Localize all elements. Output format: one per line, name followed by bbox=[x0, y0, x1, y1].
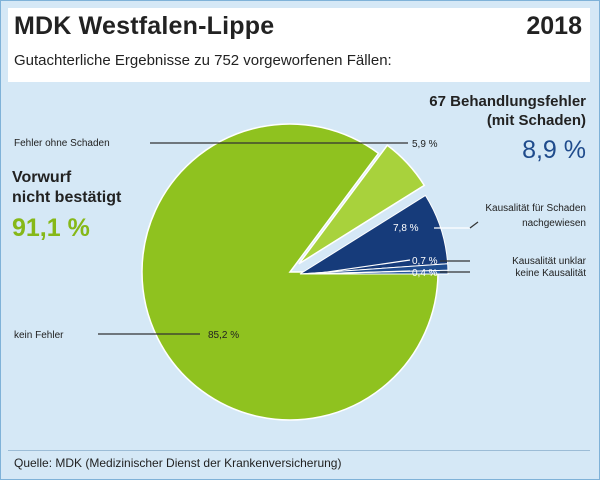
header-panel bbox=[8, 8, 590, 82]
slice-kein-fehler bbox=[141, 123, 439, 421]
group-label-mit-schaden: (mit Schaden) bbox=[487, 112, 586, 129]
value-fehler-ohne-schaden: 5,9 % bbox=[412, 139, 438, 150]
group-label-vorwurf: Vorwurf bbox=[12, 169, 72, 186]
leader-kausalitaet-unklar bbox=[319, 259, 411, 274]
value-keine-kausalitaet: 0,4 % bbox=[412, 268, 438, 279]
chart-subtitle: Gutachterliche Ergebnisse zu 752 vorgewo… bbox=[14, 52, 392, 69]
chart-title: MDK Westfalen-Lippe bbox=[14, 12, 275, 40]
label-keine-kausalitaet: keine Kausalität bbox=[515, 268, 586, 279]
value-kausalitaet-nachgewiesen: 7,8 % bbox=[393, 223, 419, 234]
chart-year: 2018 bbox=[526, 12, 582, 40]
leader-kausalitaet-nachgewiesen-2 bbox=[469, 221, 479, 229]
label-kausalitaet-unklar: Kausalität unklar bbox=[512, 256, 587, 267]
label-fehler-ohne-schaden: Fehler ohne Schaden bbox=[14, 138, 110, 149]
label-kausalitaet-nachgewiesen-2: nachgewiesen bbox=[522, 218, 586, 229]
slice-fehler-ohne-schaden bbox=[298, 144, 426, 265]
leader-keine-kausalitaet bbox=[319, 270, 411, 275]
value-kausalitaet-unklar: 0,7 % bbox=[412, 256, 438, 267]
source-note: Quelle: MDK (Medizinischer Dienst der Kr… bbox=[14, 456, 342, 470]
group-value-vorwurf: 91,1 % bbox=[12, 214, 90, 242]
label-kausalitaet-nachgewiesen-1: Kausalität für Schaden bbox=[485, 203, 586, 214]
group-label-nicht-bestaetigt: nicht bestätigt bbox=[12, 189, 122, 206]
group-value-behandlungsfehler: 8,9 % bbox=[522, 136, 586, 164]
label-kein-fehler: kein Fehler bbox=[14, 330, 64, 341]
footer-divider bbox=[8, 450, 590, 451]
value-kein-fehler: 85,2 % bbox=[208, 330, 239, 341]
group-label-behandlungsfehler: 67 Behandlungsfehler bbox=[429, 93, 586, 110]
